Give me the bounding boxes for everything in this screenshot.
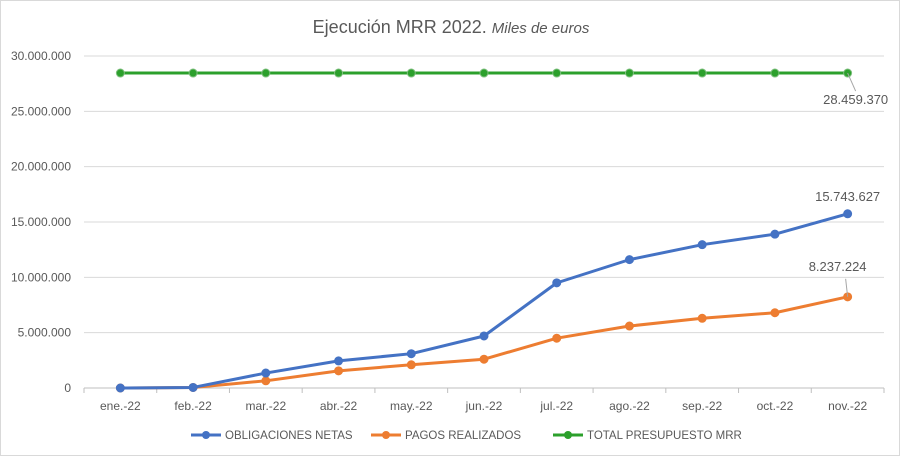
data-point (770, 308, 780, 318)
data-point (624, 321, 634, 331)
y-tick-label: 30.000.000 (11, 49, 71, 63)
data-point (479, 331, 489, 341)
data-point (843, 209, 853, 219)
leader-line (845, 278, 849, 297)
data-point (479, 354, 489, 364)
data-point (770, 68, 780, 78)
data-point (552, 333, 562, 343)
data-point (406, 360, 416, 370)
data-point (624, 68, 634, 78)
x-tick-label: ago.-22 (609, 399, 650, 413)
data-point (334, 68, 344, 78)
data-point (697, 240, 707, 250)
y-tick-label: 20.000.000 (11, 160, 71, 174)
data-point (188, 68, 198, 78)
x-tick-label: mar.-22 (245, 399, 286, 413)
x-tick-label: may.-22 (390, 399, 433, 413)
data-point (552, 278, 562, 288)
data-point (261, 368, 271, 378)
legend-marker (382, 431, 390, 439)
data-point (624, 255, 634, 265)
y-tick-label: 10.000.000 (11, 270, 71, 284)
data-point (697, 313, 707, 323)
data-point (334, 366, 344, 376)
data-label-total: 28.459.370 (823, 92, 888, 107)
x-tick-label: abr.-22 (320, 399, 358, 413)
y-tick-label: 15.000.000 (11, 215, 71, 229)
x-tick-label: sep.-22 (682, 399, 722, 413)
data-point (261, 376, 271, 386)
chart-subtitle: Miles de euros (492, 20, 590, 37)
data-point (115, 68, 125, 78)
data-label-obligaciones: 15.743.627 (815, 189, 880, 204)
x-tick-label: nov.-22 (828, 399, 867, 413)
y-tick-label: 5.000.000 (18, 326, 72, 340)
chart-title: Ejecución MRR 2022. Miles de euros (313, 17, 590, 37)
chart-title-main: Ejecución MRR 2022. (313, 17, 487, 37)
x-tick-label: oct.-22 (757, 399, 794, 413)
data-point (406, 349, 416, 359)
data-point (188, 382, 198, 392)
legend-label: PAGOS REALIZADOS (405, 430, 521, 442)
data-point (770, 229, 780, 239)
legend-marker (202, 431, 210, 439)
data-point (406, 68, 416, 78)
x-tick-label: feb.-22 (174, 399, 212, 413)
x-tick-label: ene.-22 (100, 399, 141, 413)
leader-line (847, 72, 857, 92)
data-point (697, 68, 707, 78)
legend-label: OBLIGACIONES NETAS (225, 430, 353, 442)
data-point (479, 68, 489, 78)
data-label-pagos: 8.237.224 (809, 259, 867, 274)
x-tick-label: jun.-22 (465, 399, 503, 413)
legend-marker (564, 431, 572, 439)
data-point (115, 383, 125, 393)
series-line (120, 295, 848, 390)
y-tick-label: 0 (64, 381, 71, 395)
data-point (261, 68, 271, 78)
legend-label: TOTAL PRESUPUESTO MRR (587, 430, 742, 442)
data-point (552, 68, 562, 78)
y-tick-label: 25.000.000 (11, 104, 71, 118)
data-point (334, 356, 344, 366)
x-tick-label: jul.-22 (539, 399, 573, 413)
